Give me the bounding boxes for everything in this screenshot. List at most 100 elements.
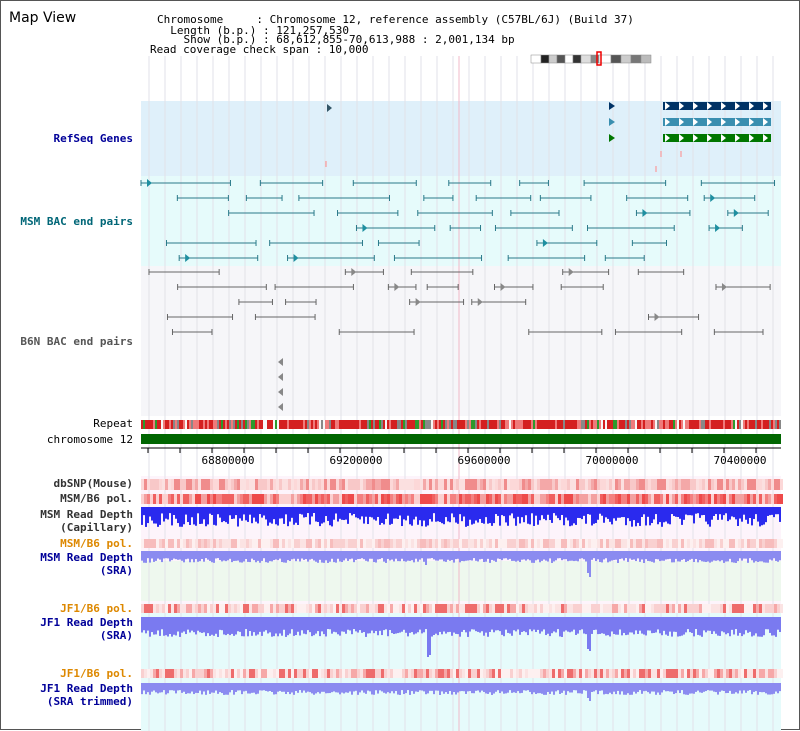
- repeat-element: [733, 420, 735, 429]
- depth-bar: [311, 507, 313, 517]
- heat-cell: [273, 494, 276, 504]
- depth-bar: [251, 683, 253, 693]
- heat-cell: [723, 669, 726, 678]
- heat-cell: [777, 539, 780, 548]
- heat-cell: [498, 479, 501, 490]
- heat-cell: [150, 669, 153, 678]
- depth-bar: [347, 683, 349, 693]
- depth-bar: [149, 551, 151, 563]
- heat-cell: [444, 604, 447, 613]
- depth-bar: [689, 683, 691, 694]
- depth-bar: [501, 507, 503, 516]
- depth-bar: [315, 683, 317, 694]
- repeat-element: [271, 420, 273, 429]
- repeat-element: [657, 420, 659, 429]
- depth-bar: [349, 617, 351, 631]
- depth-bar: [323, 507, 325, 523]
- depth-bar: [651, 683, 653, 692]
- repeat-element: [639, 420, 641, 429]
- depth-bar: [775, 551, 777, 561]
- repeat-element: [201, 420, 203, 429]
- heat-cell: [579, 494, 582, 504]
- heat-cell: [555, 669, 558, 678]
- depth-bar: [361, 507, 363, 517]
- heat-cell: [378, 539, 381, 548]
- repeat-element: [531, 420, 533, 429]
- repeat-element: [231, 420, 233, 429]
- heat-cell: [273, 479, 276, 490]
- depth-bar: [635, 551, 637, 562]
- depth-bar: [505, 507, 507, 523]
- depth-bar: [611, 507, 613, 525]
- heat-cell: [741, 539, 744, 548]
- heat-cell: [429, 494, 432, 504]
- heat-cell: [636, 479, 639, 490]
- heat-cell: [243, 604, 246, 613]
- heat-cell: [450, 669, 453, 678]
- depth-bar: [581, 507, 583, 520]
- depth-bar: [463, 507, 465, 517]
- heat-cell: [441, 604, 444, 613]
- heat-cell: [519, 604, 522, 613]
- depth-bar: [485, 617, 487, 633]
- heat-cell: [468, 479, 471, 490]
- depth-bar: [269, 551, 271, 562]
- heat-cell: [753, 494, 756, 504]
- repeat-element: [405, 420, 407, 429]
- depth-bar: [611, 683, 613, 695]
- depth-bar: [479, 507, 481, 519]
- depth-bar: [679, 683, 681, 694]
- heat-cell: [405, 479, 408, 490]
- b6n-bac-track-bg: [141, 266, 781, 416]
- depth-bar: [757, 551, 759, 562]
- repeat-element: [621, 420, 623, 429]
- depth-bar: [537, 617, 539, 630]
- heat-cell: [327, 669, 330, 678]
- depth-bar: [683, 507, 685, 520]
- repeat-element: [337, 420, 339, 429]
- depth-bar: [367, 551, 369, 562]
- depth-bar: [191, 617, 193, 631]
- heat-cell: [681, 539, 684, 548]
- track-label-refseq: RefSeq Genes: [53, 132, 133, 145]
- chromosome-info: Chromosome : Chromosome 12, reference as…: [157, 13, 634, 26]
- heat-cell: [177, 669, 180, 678]
- heat-cell: [336, 479, 339, 490]
- depth-bar: [403, 683, 405, 695]
- heat-cell: [723, 604, 726, 613]
- heat-cell: [390, 494, 393, 504]
- gene-arrow: [749, 118, 754, 126]
- depth-bar: [607, 683, 609, 695]
- depth-bar: [149, 507, 151, 517]
- heat-cell: [780, 604, 783, 613]
- depth-bar: [535, 617, 537, 633]
- depth-bar: [409, 551, 411, 561]
- heat-cell: [627, 604, 630, 613]
- repeat-element: [447, 420, 449, 429]
- heat-cell: [396, 604, 399, 613]
- heat-cell: [228, 494, 231, 504]
- heat-cell: [636, 604, 639, 613]
- heat-cell: [498, 494, 501, 504]
- depth-bar: [597, 551, 599, 560]
- heat-cell: [360, 604, 363, 613]
- heat-cell: [435, 479, 438, 490]
- depth-bar: [555, 617, 557, 633]
- heat-cell: [330, 604, 333, 613]
- depth-bar: [517, 507, 519, 517]
- heat-cell: [771, 669, 774, 678]
- depth-bar: [187, 683, 189, 694]
- depth-bar: [339, 683, 341, 695]
- depth-bar: [369, 683, 371, 692]
- depth-bar: [415, 507, 417, 517]
- heat-cell: [510, 494, 513, 504]
- repeat-element: [555, 420, 557, 429]
- depth-bar: [395, 551, 397, 559]
- depth-bar: [547, 551, 549, 562]
- depth-bar: [555, 507, 557, 516]
- depth-bar: [709, 507, 711, 527]
- heat-cell: [201, 479, 204, 490]
- depth-bar: [501, 551, 503, 561]
- depth-bar: [375, 683, 377, 691]
